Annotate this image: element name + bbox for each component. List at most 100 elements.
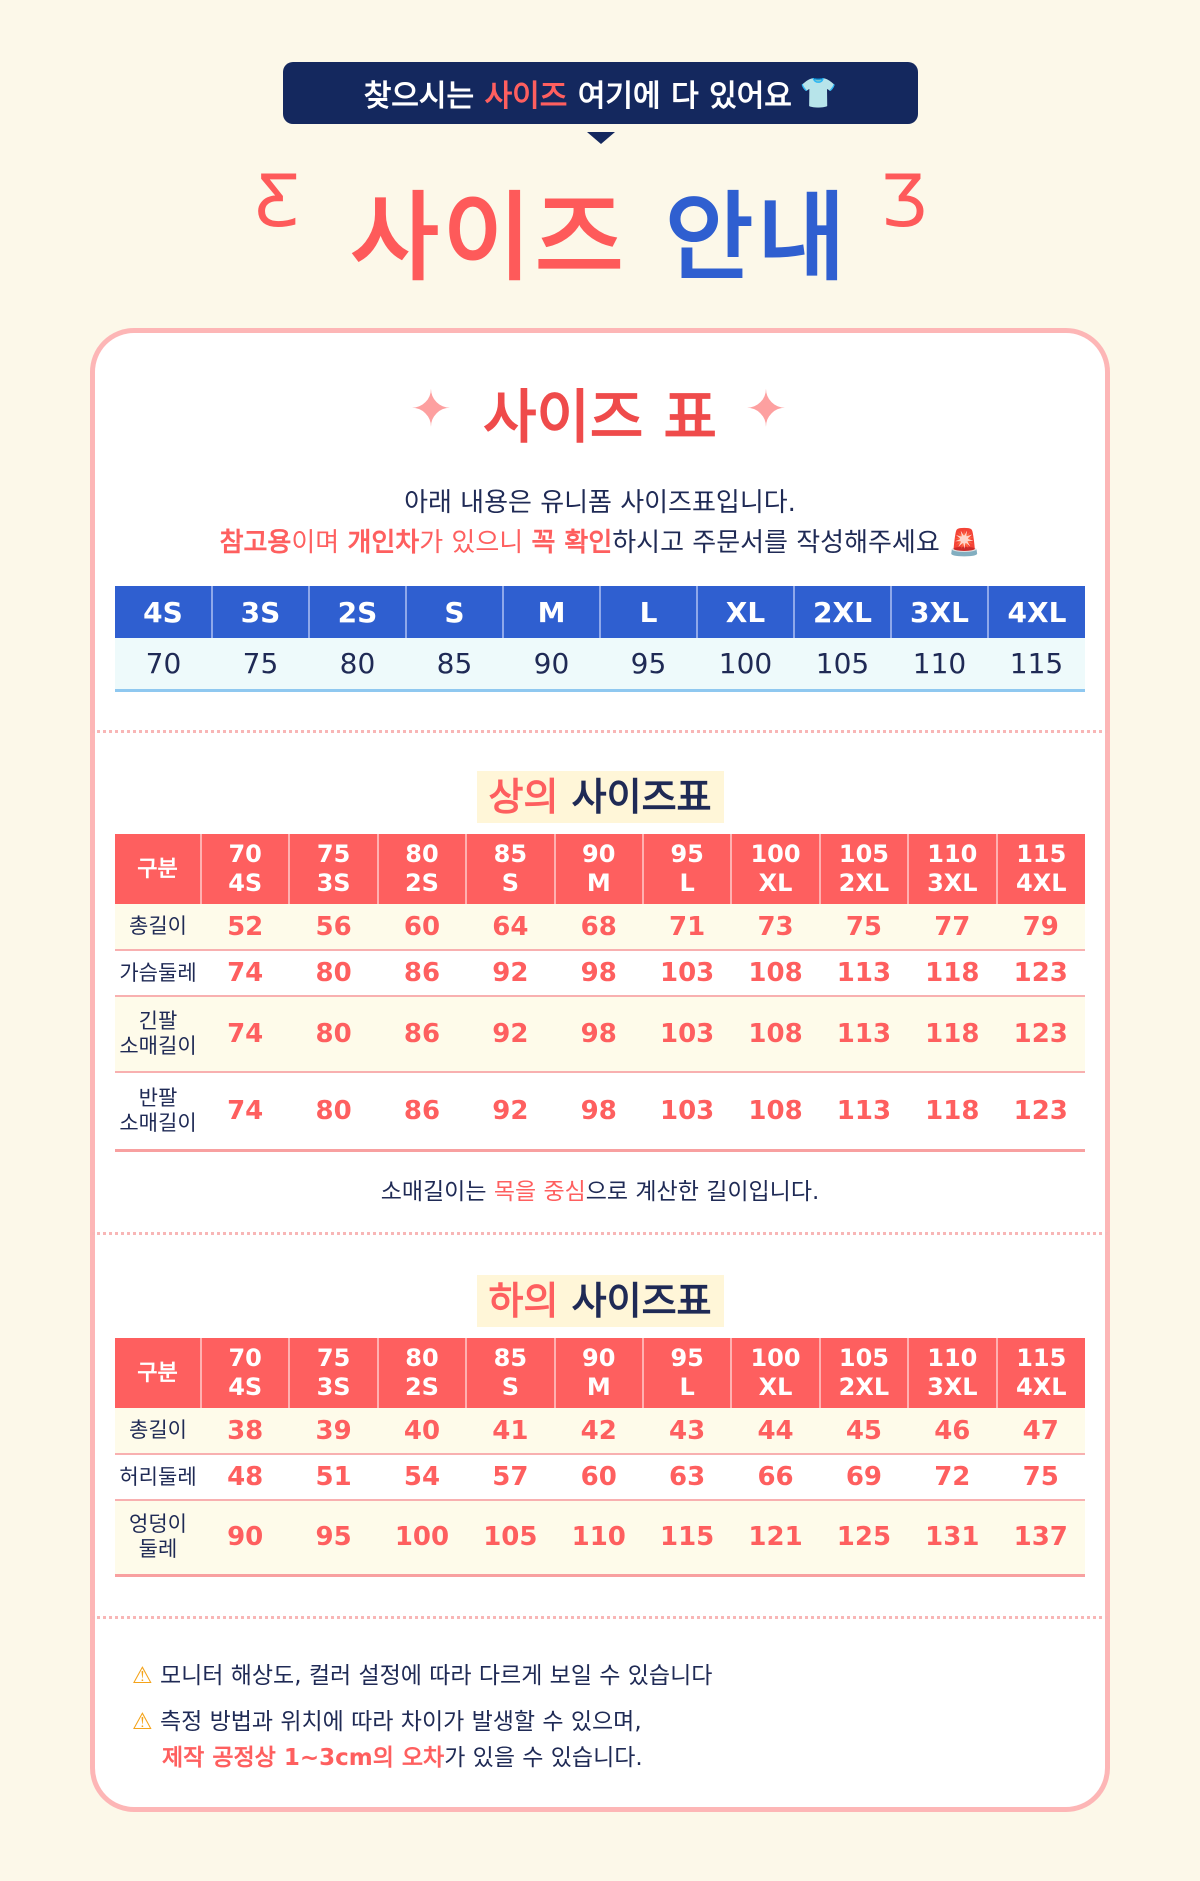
- cell-value: 92: [466, 1072, 555, 1152]
- size-col-header: 85 S: [465, 1338, 555, 1408]
- cell-value: 77: [908, 904, 997, 951]
- cell-value: 113: [819, 1072, 909, 1152]
- sparkle-icon: ✦: [410, 380, 452, 438]
- row-label-line: 총길이: [129, 914, 187, 938]
- size-header: XL: [696, 586, 794, 638]
- col-chest: 100: [750, 840, 801, 868]
- size-col-header: 70 4S: [199, 1338, 290, 1408]
- cell-value: 75: [996, 1454, 1085, 1501]
- row-label: 긴팔 소매길이: [115, 996, 201, 1073]
- warning-icon: ⚠: [132, 1663, 153, 1689]
- col-size: 2XL: [838, 869, 890, 897]
- size-col-header: 105 2XL: [818, 1338, 909, 1408]
- size-col-header: 75 3S: [288, 1338, 378, 1408]
- size-value: 75: [212, 638, 309, 692]
- col-size: 4XL: [1016, 1373, 1067, 1401]
- size-col-header: 115 4XL: [995, 1338, 1085, 1408]
- cell-value: 56: [289, 904, 378, 951]
- divider: [92, 1232, 1108, 1235]
- t: 사이즈표: [558, 1279, 712, 1323]
- cell-value: 79: [996, 904, 1085, 951]
- size-col-header: 70 4S: [199, 834, 290, 904]
- tshirt-icon: 👕: [799, 75, 838, 111]
- col-size: 4XL: [1016, 869, 1067, 897]
- size-header: 2XL: [793, 586, 891, 638]
- col-size: 4S: [228, 869, 263, 897]
- size-value: 110: [891, 638, 988, 692]
- col-size: 2S: [404, 869, 439, 897]
- corner-cell: 구분: [115, 1338, 201, 1408]
- banner-text-end: 여기에 다 있어요: [567, 79, 792, 114]
- size-col-header: 90 M: [553, 834, 643, 904]
- cell-value: 95: [289, 1500, 378, 1577]
- cell-value: 74: [201, 950, 290, 997]
- cell-value: 71: [642, 904, 732, 951]
- cell-value: 86: [377, 950, 467, 997]
- bottom-size-title: 하의 사이즈표: [0, 1270, 1200, 1327]
- cell-value: 98: [554, 1072, 643, 1152]
- col-size: XL: [758, 1373, 793, 1401]
- cell-value: 131: [908, 1500, 997, 1577]
- t: 모니터 해상도, 컬러 설정에 따라 다르게 보일 수 있습니다: [159, 1663, 713, 1689]
- table-row: 가슴둘레 74 80 86 92 98 103 108 113 118 123: [115, 950, 1085, 997]
- top-size-table: 구분 70 4S 75 3S 80 2S 85 S 90 M 95 L 100 XL 105 2XL 110 3XL…: [115, 834, 1085, 1152]
- cell-value: 46: [908, 1408, 997, 1455]
- cell-value: 52: [201, 904, 290, 951]
- cell-value: 121: [731, 1500, 820, 1577]
- cell-value: 73: [731, 904, 820, 951]
- cell-value: 115: [642, 1500, 732, 1577]
- squiggle-decoration-icon: Ʒ: [880, 160, 927, 242]
- col-size: 3S: [316, 1373, 351, 1401]
- cell-value: 108: [731, 996, 820, 1073]
- size-value: 95: [600, 638, 697, 692]
- t: 하시고 주문서를 작성해주세요: [612, 528, 940, 558]
- cell-value: 123: [996, 950, 1085, 997]
- banner-highlight: 사이즈: [484, 79, 568, 114]
- table-row: 총길이 38 39 40 41 42 43 44 45 46 47: [115, 1408, 1085, 1455]
- cell-value: 63: [642, 1454, 732, 1501]
- cell-value: 74: [201, 1072, 290, 1152]
- col-size: 4S: [228, 1373, 263, 1401]
- cell-value: 108: [731, 950, 820, 997]
- cell-value: 123: [996, 996, 1085, 1073]
- cell-value: 92: [466, 996, 555, 1073]
- col-size: S: [501, 869, 520, 897]
- cell-value: 105: [466, 1500, 555, 1577]
- cell-value: 40: [377, 1408, 467, 1455]
- warning-icon: ⚠: [132, 1709, 153, 1735]
- size-col-header: 90 M: [553, 1338, 643, 1408]
- cell-value: 60: [377, 904, 467, 951]
- size-value: 90: [503, 638, 600, 692]
- col-size: 2XL: [838, 1373, 890, 1401]
- cell-value: 57: [466, 1454, 555, 1501]
- cell-value: 42: [554, 1408, 643, 1455]
- row-label: 가슴둘레: [115, 950, 201, 997]
- siren-icon: 🚨: [948, 528, 981, 558]
- col-size: M: [586, 869, 611, 897]
- size-value: 70: [115, 638, 212, 692]
- cell-value: 90: [201, 1500, 290, 1577]
- cell-value: 75: [819, 904, 909, 951]
- cell-value: 69: [819, 1454, 909, 1501]
- corner-cell: 구분: [115, 834, 201, 904]
- hl: 개인차: [347, 528, 420, 558]
- cell-value: 80: [289, 1072, 378, 1152]
- cell-value: 47: [996, 1408, 1085, 1455]
- size-value: 100: [697, 638, 794, 692]
- cell-value: 60: [554, 1454, 643, 1501]
- col-size: XL: [758, 869, 793, 897]
- intro-line2: 참고용이며 개인차가 있으니 꼭 확인하시고 주문서를 작성해주세요 🚨: [0, 522, 1200, 559]
- banner: 찾으시는 사이즈 여기에 다 있어요 👕: [283, 62, 918, 144]
- col-chest: 95: [670, 1344, 704, 1372]
- cell-value: 68: [554, 904, 643, 951]
- cell-value: 44: [731, 1408, 820, 1455]
- t: 이며: [291, 528, 348, 558]
- size-value: 85: [406, 638, 503, 692]
- t: 하의: [488, 1279, 559, 1323]
- size-col-header: 80 2S: [376, 834, 467, 904]
- row-label: 엉덩이 둘레: [115, 1500, 201, 1577]
- cell-value: 48: [201, 1454, 290, 1501]
- col-chest: 70: [228, 840, 262, 868]
- cell-value: 125: [819, 1500, 909, 1577]
- col-chest: 90: [582, 840, 616, 868]
